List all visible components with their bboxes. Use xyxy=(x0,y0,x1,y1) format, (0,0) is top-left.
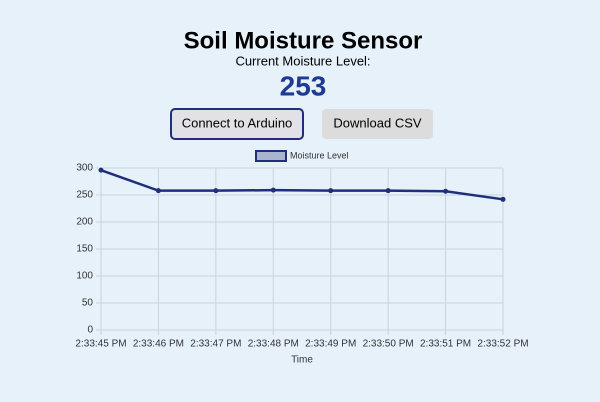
page-title: Soil Moisture Sensor xyxy=(184,27,423,54)
button-frame xyxy=(170,108,304,140)
x-tick-label: 2:33:48 PM xyxy=(248,339,299,350)
y-tick-label: 100 xyxy=(76,271,93,282)
x-tick-label: 2:33:46 PM xyxy=(133,339,184,350)
point xyxy=(270,187,276,193)
y-tick-label: 0 xyxy=(87,325,93,336)
subtitle: Current Moisture Level: xyxy=(235,53,370,68)
point xyxy=(443,188,449,194)
y-tick-label: 150 xyxy=(76,244,93,255)
x-tick-label: 2:33:52 PM xyxy=(477,339,528,350)
x-axis-title: Time xyxy=(291,355,313,366)
point xyxy=(328,188,334,194)
y-tick-label: 200 xyxy=(76,217,93,228)
x-tick-label: 2:33:45 PM xyxy=(75,339,126,350)
point xyxy=(98,167,104,173)
x-tick-label: 2:33:51 PM xyxy=(420,339,471,350)
point xyxy=(213,188,219,194)
button-frame xyxy=(322,109,433,139)
x-tick-label: 2:33:50 PM xyxy=(363,339,414,350)
legend-label: Moisture Level xyxy=(290,150,349,160)
x-tick-label: 2:33:47 PM xyxy=(190,339,241,350)
y-tick-label: 250 xyxy=(76,190,93,201)
connect-button[interactable]: Connect to Arduino xyxy=(170,108,304,140)
legend-swatch xyxy=(255,150,287,162)
y-tick-label: 50 xyxy=(82,298,94,309)
y-tick-label: 300 xyxy=(76,163,93,174)
point xyxy=(155,188,161,194)
reading: 253 xyxy=(280,70,327,101)
button-label: Download CSV xyxy=(333,115,421,130)
x-tick-label: 2:33:49 PM xyxy=(305,339,356,350)
button-label: Connect to Arduino xyxy=(182,115,293,130)
point xyxy=(385,188,391,194)
line xyxy=(100,168,504,201)
point xyxy=(500,196,506,202)
download-button[interactable]: Download CSV xyxy=(322,109,433,139)
